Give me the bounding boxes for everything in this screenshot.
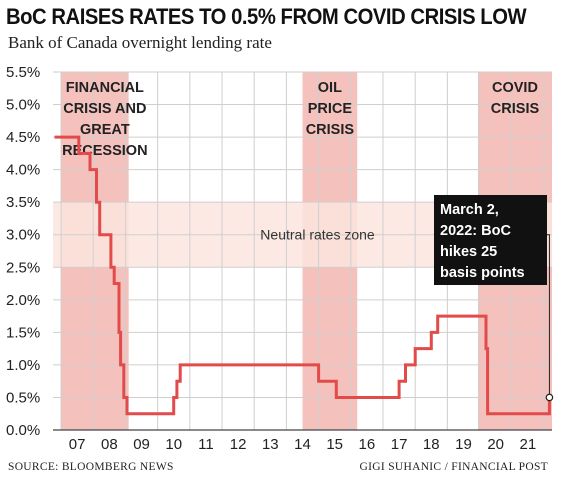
crisis-label-1: OIL PRICE CRISIS — [306, 80, 355, 138]
x-tick-label: 21 — [520, 436, 537, 453]
x-tick-label: 19 — [455, 436, 472, 453]
y-tick-label: 2.0% — [6, 292, 40, 309]
x-tick-label: 10 — [165, 436, 182, 453]
x-tick-label: 12 — [230, 436, 247, 453]
x-tick-label: 17 — [391, 436, 408, 453]
annotation-box — [434, 195, 547, 285]
y-tick-label: 5.5% — [6, 64, 40, 81]
neutral-zone-label: Neutral rates zone — [260, 227, 375, 243]
source-note: SOURCE: BLOOMBERG NEWS — [8, 461, 174, 473]
y-tick-label: 3.5% — [6, 194, 40, 211]
y-tick-label: 0.5% — [6, 389, 40, 406]
y-tick-label: 5.0% — [6, 97, 40, 114]
y-tick-label: 3.0% — [6, 227, 40, 244]
rate-line — [54, 135, 551, 416]
x-tick-label: 11 — [198, 436, 214, 453]
x-tick-label: 08 — [101, 436, 118, 453]
crisis-label-0: FINANCIAL CRISIS AND GREAT RECESSION — [62, 80, 147, 159]
crisis-label-2: COVID CRISIS — [491, 80, 540, 117]
y-tick-label: 1.0% — [6, 357, 40, 374]
x-tick-label: 14 — [294, 436, 311, 453]
annotation-text: March 2, 2022: BoC hikes 25 basis points — [440, 202, 525, 281]
credit-note: GIGI SUHANIC / FINANCIAL POST — [359, 461, 548, 473]
x-tick-label: 13 — [262, 436, 279, 453]
y-tick-label: 4.0% — [6, 162, 40, 179]
x-tick-label: 16 — [359, 436, 376, 453]
chart-title: BoC RAISES RATES TO 0.5% FROM COVID CRIS… — [6, 4, 527, 29]
x-tick-label: 18 — [423, 436, 440, 453]
y-tick-label: 2.5% — [6, 259, 40, 276]
y-tick-label: 1.5% — [6, 324, 40, 341]
chart-subtitle: Bank of Canada overnight lending rate — [8, 33, 272, 52]
annotation-point — [545, 393, 554, 402]
x-tick-label: 07 — [69, 436, 86, 453]
x-tick-label: 20 — [487, 436, 504, 453]
x-tick-label: 09 — [133, 436, 150, 453]
x-tick-label: 15 — [326, 436, 343, 453]
y-tick-label: 0.0% — [6, 422, 40, 439]
y-tick-label: 4.5% — [6, 129, 40, 146]
